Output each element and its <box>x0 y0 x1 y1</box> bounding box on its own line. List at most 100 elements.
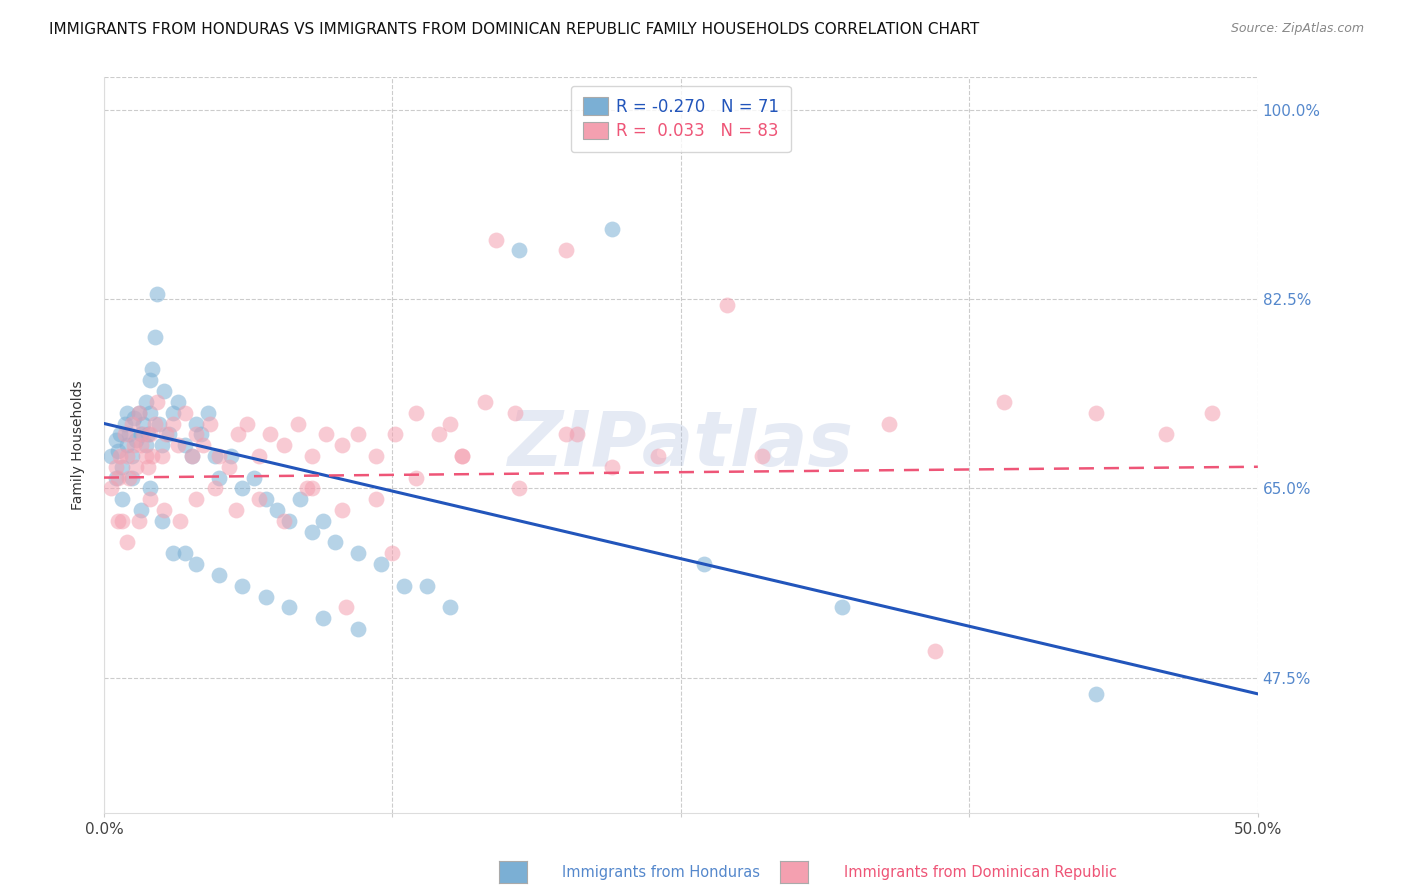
Point <box>139 406 162 420</box>
Point <box>993 395 1015 409</box>
Point <box>554 427 576 442</box>
Point <box>115 535 138 549</box>
Text: Immigrants from Honduras: Immigrants from Honduras <box>562 865 761 880</box>
Point <box>139 373 162 387</box>
Point <box>107 470 129 484</box>
Text: ZIPatlas: ZIPatlas <box>508 409 853 483</box>
Point <box>439 600 461 615</box>
Point <box>366 449 388 463</box>
Point <box>450 449 472 463</box>
Text: IMMIGRANTS FROM HONDURAS VS IMMIGRANTS FROM DOMINICAN REPUBLIC FAMILY HOUSEHOLDS: IMMIGRANTS FROM HONDURAS VS IMMIGRANTS F… <box>49 22 980 37</box>
Point <box>485 233 508 247</box>
Point <box>136 459 159 474</box>
Point <box>121 470 143 484</box>
Point <box>129 427 152 442</box>
Point <box>148 417 170 431</box>
Point <box>136 427 159 442</box>
Point <box>108 449 131 463</box>
Point <box>100 482 122 496</box>
Point <box>226 427 249 442</box>
Point <box>125 433 148 447</box>
Point <box>204 482 226 496</box>
Point <box>330 438 353 452</box>
Point <box>132 417 155 431</box>
Point <box>225 503 247 517</box>
Point <box>508 244 530 258</box>
Point <box>254 492 277 507</box>
Point <box>118 427 141 442</box>
Point <box>347 427 370 442</box>
Point <box>162 417 184 431</box>
Point <box>190 427 212 442</box>
Point <box>141 449 163 463</box>
Point <box>301 482 323 496</box>
Point <box>427 427 450 442</box>
Point <box>115 438 138 452</box>
Point <box>111 514 134 528</box>
Point <box>132 427 155 442</box>
Point <box>166 395 188 409</box>
Point <box>273 438 295 452</box>
Point <box>153 503 176 517</box>
Point <box>301 449 323 463</box>
Point <box>600 222 623 236</box>
Point <box>129 503 152 517</box>
Point <box>153 384 176 398</box>
Text: Source: ZipAtlas.com: Source: ZipAtlas.com <box>1230 22 1364 36</box>
Point <box>301 524 323 539</box>
Point <box>115 449 138 463</box>
Point <box>247 492 270 507</box>
Point <box>162 406 184 420</box>
Point <box>295 482 318 496</box>
Point <box>236 417 259 431</box>
Point <box>173 406 195 420</box>
Point <box>100 449 122 463</box>
Point <box>219 449 242 463</box>
Point <box>231 482 253 496</box>
Legend: R = -0.270   N = 71, R =  0.033   N = 83: R = -0.270 N = 71, R = 0.033 N = 83 <box>571 86 790 153</box>
Point <box>366 492 388 507</box>
Point <box>150 449 173 463</box>
Point <box>121 449 143 463</box>
Point <box>122 438 145 452</box>
Text: Immigrants from Dominican Republic: Immigrants from Dominican Republic <box>844 865 1116 880</box>
Point <box>503 406 526 420</box>
Point <box>312 514 335 528</box>
Point <box>323 535 346 549</box>
Point <box>143 330 166 344</box>
Point <box>186 417 208 431</box>
Point <box>186 427 208 442</box>
Point <box>122 411 145 425</box>
Point <box>288 492 311 507</box>
Point <box>277 600 299 615</box>
Point <box>139 492 162 507</box>
Point <box>157 427 180 442</box>
Point <box>218 459 240 474</box>
Point <box>231 579 253 593</box>
Point <box>125 459 148 474</box>
Point <box>128 514 150 528</box>
Point <box>254 590 277 604</box>
Point <box>186 492 208 507</box>
Point <box>565 427 588 442</box>
Point <box>129 438 152 452</box>
Point <box>439 417 461 431</box>
Point <box>121 417 143 431</box>
Point <box>169 514 191 528</box>
Point <box>647 449 669 463</box>
Point <box>474 395 496 409</box>
Point <box>114 417 136 431</box>
Point <box>128 406 150 420</box>
Point <box>693 557 716 571</box>
Y-axis label: Family Households: Family Households <box>72 380 86 510</box>
Point <box>405 406 427 420</box>
Point <box>273 514 295 528</box>
Point <box>107 443 129 458</box>
Point <box>135 449 157 463</box>
Point <box>208 449 231 463</box>
Point <box>146 286 169 301</box>
Point <box>197 406 219 420</box>
Point <box>111 492 134 507</box>
Point <box>186 557 208 571</box>
Point <box>347 546 370 560</box>
